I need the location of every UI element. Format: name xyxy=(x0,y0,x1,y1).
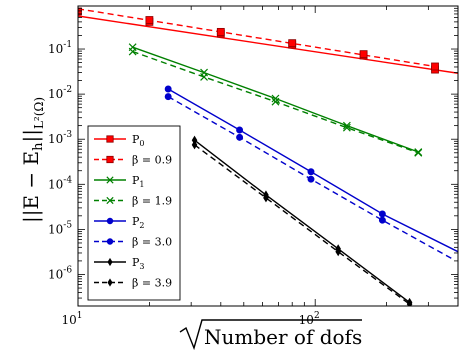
legend-marker xyxy=(106,155,114,164)
data-point xyxy=(216,27,225,36)
legend-marker xyxy=(106,135,114,143)
plot-series xyxy=(78,7,458,306)
y-tick-label: 10-5 xyxy=(48,220,72,236)
legend-marker xyxy=(106,196,114,205)
legend-marker xyxy=(106,176,114,184)
data-point xyxy=(342,123,351,132)
series-line-7 xyxy=(194,139,411,303)
data-point xyxy=(307,168,315,176)
data-point xyxy=(378,216,386,224)
legend-label: β = 3.9 xyxy=(132,277,172,290)
data-point xyxy=(164,85,172,93)
data-point xyxy=(288,39,297,48)
data-point xyxy=(271,94,280,103)
data-point xyxy=(271,97,280,106)
data-point xyxy=(414,148,423,157)
data-point xyxy=(236,133,244,141)
series-line-1 xyxy=(78,15,458,74)
x-tick-label: 101 xyxy=(61,311,82,327)
legend-marker xyxy=(107,278,113,287)
data-point xyxy=(342,121,351,130)
data-point xyxy=(164,93,172,101)
legend-label: β = 3.0 xyxy=(132,236,172,249)
y-tick-label: 10-6 xyxy=(48,265,72,281)
data-point xyxy=(335,247,341,257)
legend-label: β = 0.9 xyxy=(132,154,172,167)
x-axis-label: Number of dofs xyxy=(179,319,362,351)
y-tick-label: 10-2 xyxy=(48,85,72,101)
y-axis-label: ||E − Eh||L²(Ω) xyxy=(19,97,46,223)
y-tick-label: 10-1 xyxy=(48,40,72,56)
legend-marker xyxy=(107,257,113,267)
y-tick-label: 10-3 xyxy=(48,130,72,146)
data-point xyxy=(128,47,137,56)
legend-marker xyxy=(106,238,114,245)
data-point xyxy=(145,16,154,24)
legend-label: β = 1.9 xyxy=(132,195,172,208)
data-point xyxy=(359,50,368,59)
sqrt-radical-icon xyxy=(179,319,362,351)
plot-frame xyxy=(77,5,459,307)
y-tick-label: 10-4 xyxy=(48,175,72,191)
data-point xyxy=(406,299,413,306)
data-point xyxy=(431,62,439,71)
legend-box xyxy=(87,125,181,301)
data-point xyxy=(200,73,208,81)
series-line-8 xyxy=(194,144,410,305)
x-axis-label-text: Number of dofs xyxy=(204,325,362,349)
series-line-2 xyxy=(78,8,436,68)
data-point xyxy=(191,140,198,150)
data-point xyxy=(378,210,386,218)
data-point xyxy=(263,193,269,203)
data-point xyxy=(78,7,82,16)
data-point xyxy=(191,135,198,145)
data-point xyxy=(236,126,244,134)
data-point xyxy=(307,175,315,183)
legend-marker xyxy=(106,217,114,225)
